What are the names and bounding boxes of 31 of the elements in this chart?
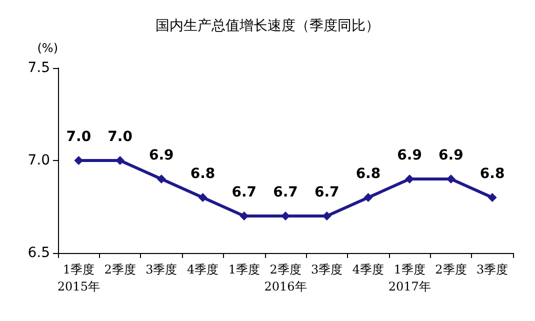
x-tick-label: 4季度 bbox=[186, 262, 219, 276]
point bbox=[364, 193, 373, 202]
x-tick-label: 4季度 bbox=[352, 262, 384, 276]
point bbox=[156, 174, 166, 184]
data-label: 6.9 bbox=[438, 148, 464, 164]
chart-title: 国内生产总值增长速度（季度同比） bbox=[156, 18, 380, 34]
x-tick-label: 1季度 2017年 bbox=[388, 262, 431, 294]
data-label: 6.8 bbox=[480, 166, 505, 182]
y-tick-label: 7.5 bbox=[28, 60, 50, 76]
data-label: 6.7 bbox=[314, 184, 340, 200]
x-tick-label: 1季度 2015年 bbox=[57, 262, 100, 294]
x-tick-label: 3季度 bbox=[146, 262, 178, 276]
x-tick-label: 3季度 bbox=[311, 262, 343, 276]
x-tick-label: 2季度 bbox=[435, 262, 467, 276]
data-label: 6.9 bbox=[149, 148, 174, 164]
y-tick-label: 7.0 bbox=[28, 152, 50, 168]
data-label: 6.8 bbox=[190, 166, 216, 182]
data-label: 6.7 bbox=[273, 184, 298, 200]
point bbox=[488, 193, 497, 202]
x-tick-label: 2季度 bbox=[104, 262, 136, 276]
data-label: 7.0 bbox=[66, 129, 92, 145]
x-tick-label: 2季度 2016年 bbox=[264, 262, 307, 294]
data-label: 6.8 bbox=[356, 166, 381, 182]
y-axis-title: (%) bbox=[37, 41, 58, 55]
y-tick-label: 6.5 bbox=[28, 245, 50, 261]
data-label: 6.9 bbox=[397, 148, 422, 164]
point bbox=[198, 193, 208, 202]
data-label: 6.7 bbox=[232, 184, 257, 200]
x-tick-label: 1季度 bbox=[228, 262, 260, 276]
data-label: 7.0 bbox=[108, 129, 133, 145]
x-tick-label: 3季度 bbox=[476, 262, 508, 276]
